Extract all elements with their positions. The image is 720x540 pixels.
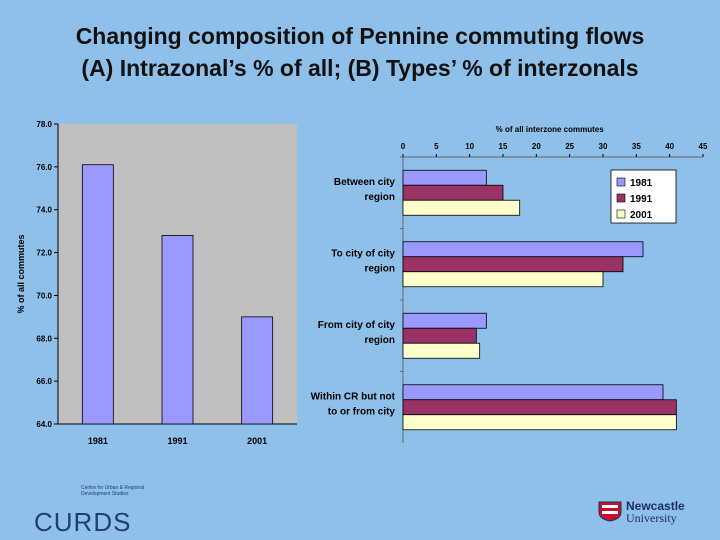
chart-a-y-tick-label: 72.0 (36, 249, 52, 258)
chart-a-bar (161, 235, 194, 425)
chart-b-x-tick-label: 25 (565, 142, 574, 151)
chart-a-y-tick-label: 78.0 (36, 120, 52, 129)
chart-b-x-tick-label: 0 (401, 142, 406, 151)
chart-a-y-tick-label: 66.0 (36, 377, 52, 386)
chart-b-legend-label: 1981 (630, 178, 653, 189)
chart-b-x-tick-label: 15 (499, 142, 508, 151)
chart-a-y-tick-label: 70.0 (36, 291, 52, 300)
slide-title: Changing composition of Pennine commutin… (0, 20, 720, 84)
chart-a-bar (241, 316, 274, 425)
chart-b-x-tick-label: 40 (665, 142, 674, 151)
chart-a-bar (81, 164, 114, 425)
chart-b-bar (402, 399, 677, 416)
newcastle-crest-icon (598, 501, 622, 522)
chart-a-x-tick-label: 2001 (247, 436, 267, 446)
chart-a-x-tick-label: 1981 (88, 436, 108, 446)
chart-b-bar (402, 256, 624, 273)
chart-b-legend-swatch (616, 193, 626, 203)
chart-b-category-label: region (364, 263, 395, 274)
title-line-2: (A) Intrazonal’s % of all; (B) Types’ % … (81, 55, 639, 81)
curds-subtitle: Centre for Urban & Regional Development … (81, 485, 145, 497)
chart-b-bar (402, 169, 487, 186)
chart-b-legend-label: 1991 (630, 194, 653, 205)
chart-b-category-label: to or from city (328, 406, 396, 417)
curds-logo-text: CURDS (34, 507, 132, 537)
chart-b-x-axis-label: % of all interzone commutes (496, 125, 605, 134)
chart-b-x-tick-label: 10 (465, 142, 474, 151)
newcastle-line-1: Newcastle (626, 499, 685, 513)
newcastle-line-2: University (626, 511, 677, 525)
chart-b-bar (402, 327, 477, 344)
chart-b-bar (402, 384, 664, 401)
chart-b-category-label: Within CR but not (311, 391, 396, 402)
chart-b-legend-label: 2001 (630, 210, 653, 221)
chart-b-bar (402, 312, 487, 329)
chart-b-x-tick-label: 30 (599, 142, 608, 151)
chart-b-category-label: To city of city (331, 248, 395, 259)
chart-b-bar (402, 414, 677, 431)
chart-b-x-tick-label: 20 (532, 142, 541, 151)
chart-b-bar (402, 241, 644, 258)
chart-b-category-label: Between city (334, 177, 396, 188)
chart-a-y-axis-label: % of all commutes (16, 234, 26, 313)
chart-b-x-tick-label: 35 (632, 142, 641, 151)
chart-b-bar (402, 342, 481, 359)
chart-b-legend-swatch (616, 209, 626, 219)
chart-b-x-tick-label: 45 (699, 142, 708, 151)
chart-b-bar (402, 184, 504, 201)
title-line-1: Changing composition of Pennine commutin… (75, 23, 645, 49)
chart-b-legend-swatch (616, 177, 626, 187)
chart-a-y-tick-label: 74.0 (36, 206, 52, 215)
chart-b-category-label: region (364, 192, 395, 203)
chart-a-y-tick-label: 76.0 (36, 163, 52, 172)
chart-a-y-tick-label: 64.0 (36, 420, 52, 429)
chart-a-x-tick-label: 1991 (167, 436, 187, 446)
chart-b-x-tick-label: 5 (434, 142, 439, 151)
chart-a-y-tick-label: 68.0 (36, 334, 52, 343)
chart-b-category-label: From city of city (318, 320, 396, 331)
newcastle-logo-text: Newcastle University (626, 500, 685, 524)
chart-b-bar (402, 199, 521, 216)
chart-b-bar (402, 271, 604, 288)
chart-b-category-label: region (364, 335, 395, 346)
